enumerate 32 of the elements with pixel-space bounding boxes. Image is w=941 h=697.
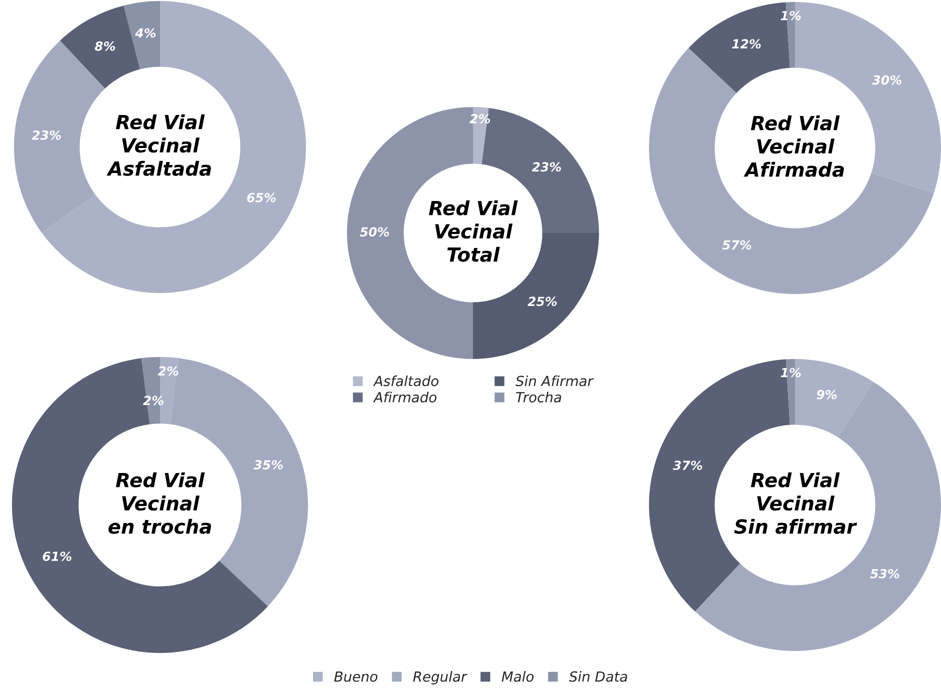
text: Red Vial Vecinal Asfaltada (106, 114, 211, 176)
data-label: 53% (870, 568, 900, 578)
text: Red Vial Vecinal Afirmada (744, 115, 844, 177)
legend-label: Afirmado (373, 392, 436, 402)
legend-label: Asfaltado (373, 376, 438, 386)
data-label: 35% (254, 460, 283, 470)
text: Red Vial Vecinal Sin afirmar (734, 472, 858, 534)
data-label: 37% (672, 460, 702, 470)
legend-label: Regular (413, 671, 468, 684)
data-label: 1% (780, 10, 801, 20)
legend-label: Bueno (334, 671, 378, 682)
data-label: 61% (42, 552, 72, 562)
data-label: 4% (135, 28, 156, 38)
text: Red Vial Vecinal en trocha (108, 472, 212, 534)
legend-label: Malo (502, 671, 534, 682)
data-label: 9% (816, 390, 837, 400)
data-label: 23% (532, 162, 561, 172)
data-label: 2% (158, 366, 178, 376)
data-label: 12% (732, 39, 761, 49)
text: Red Vial Vecinal Total (428, 200, 518, 262)
legend-label: Sin Data (569, 671, 628, 682)
data-label: 57% (722, 240, 752, 250)
data-label: 2% (142, 396, 164, 406)
legend-label: Trocha (516, 392, 562, 402)
data-label: 8% (94, 41, 116, 51)
data-label: 30% (872, 75, 902, 85)
data-label: 23% (32, 130, 61, 140)
data-label: 50% (360, 227, 389, 237)
data-label: 25% (528, 296, 557, 306)
data-label: 1% (780, 368, 801, 378)
legend-label: Sin Afirmar (516, 376, 594, 386)
data-label: 65% (247, 192, 276, 202)
